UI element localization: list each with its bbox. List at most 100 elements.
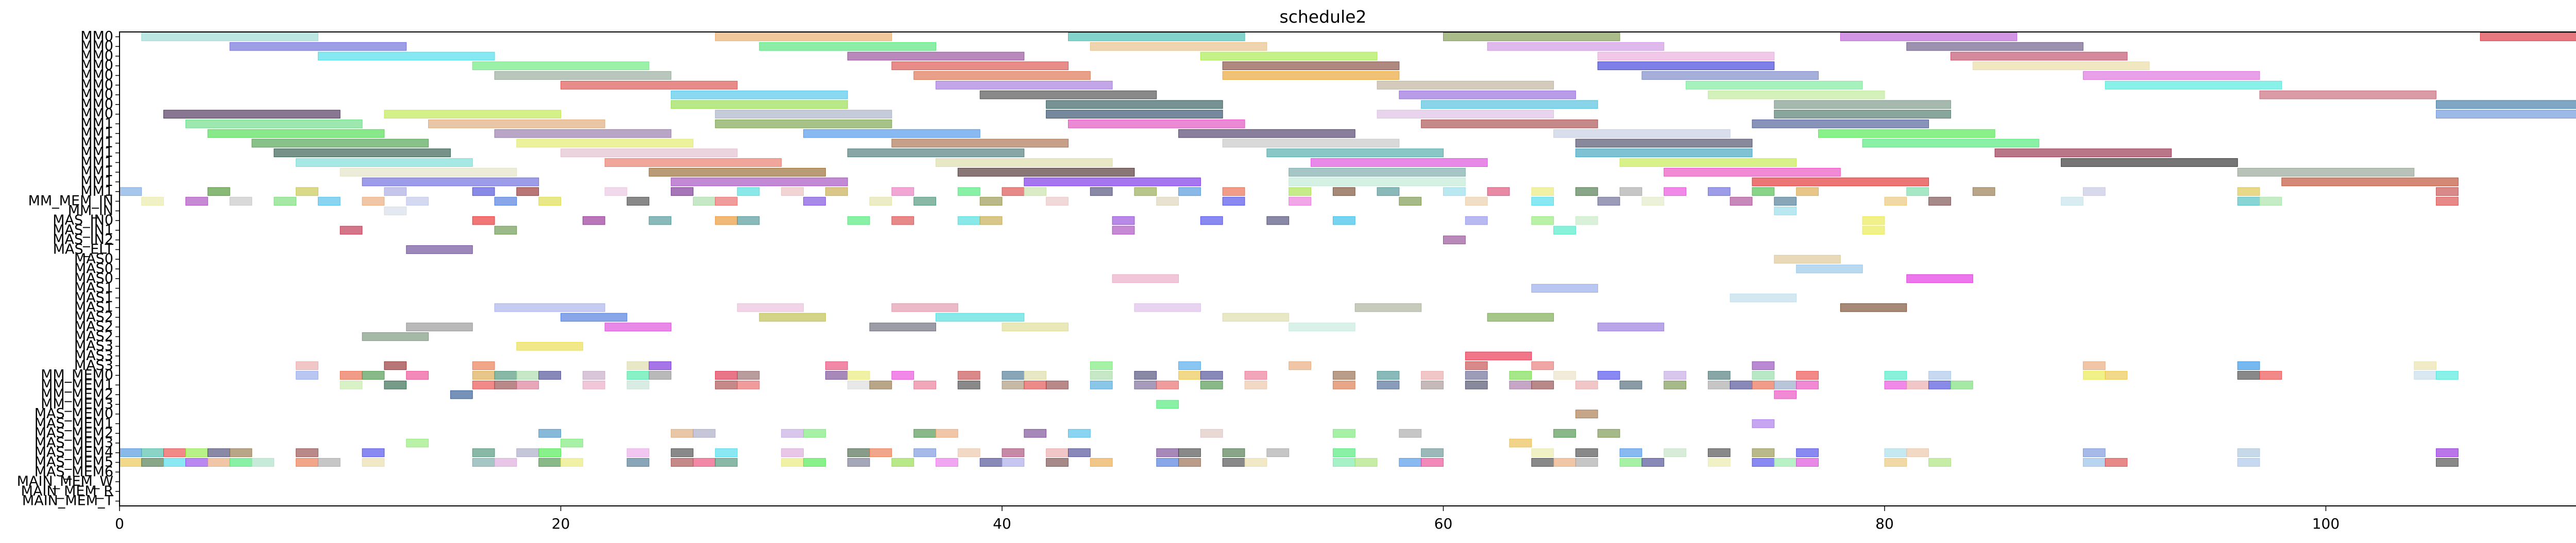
task-bar <box>913 197 936 206</box>
task-bar <box>472 361 495 370</box>
y-tick-label: MAS_IN0 <box>53 212 113 228</box>
task-bar <box>1443 32 1620 41</box>
task-bar <box>1774 380 1797 389</box>
task-bar <box>296 158 473 167</box>
task-bar <box>1796 380 1819 389</box>
task-bar <box>1575 148 1753 158</box>
task-bar <box>803 458 826 467</box>
task-bar <box>362 332 429 341</box>
task-bar <box>1575 448 1598 457</box>
y-tick-label: MM1 <box>80 145 113 161</box>
task-bar <box>1509 380 1532 389</box>
task-bar <box>759 313 826 322</box>
y-tick-label: MM_MEM1 <box>41 377 113 393</box>
task-bar <box>2105 371 2128 380</box>
task-bar <box>1972 61 2150 71</box>
task-bar <box>1487 187 1510 196</box>
task-bar <box>649 371 672 380</box>
task-bar <box>207 448 230 457</box>
task-bar <box>1156 458 1179 467</box>
task-bar <box>1928 371 1951 380</box>
task-bar <box>1289 167 1466 177</box>
task-bar <box>1707 371 1731 380</box>
task-bar <box>737 187 760 196</box>
x-tick-label: 0 <box>115 515 124 532</box>
task-bar <box>1354 303 1422 312</box>
task-bar <box>1928 197 1951 206</box>
task-bar <box>869 323 936 332</box>
task-bar <box>604 323 672 332</box>
y-tick-label: MM0 <box>80 28 113 44</box>
y-tick-label: MM1 <box>80 183 113 199</box>
task-bar <box>251 139 429 148</box>
task-bar <box>2237 448 2260 457</box>
task-bar <box>692 429 716 438</box>
task-bar <box>1244 371 1267 380</box>
task-bar <box>296 187 318 196</box>
task-bar <box>582 380 605 389</box>
task-bar <box>671 458 693 467</box>
y-axis: MM0MM0MM0MM0MM0MM0MM0MM0MM0MM1MM1MM1MM1M… <box>17 28 120 509</box>
y-tick-label: MAS_MEM1 <box>35 415 113 431</box>
task-bar <box>1465 361 1488 370</box>
y-tick-label: MM_MEM3 <box>41 396 113 412</box>
task-bar <box>715 197 738 206</box>
task-bar <box>737 303 804 312</box>
task-bar <box>1377 80 1554 90</box>
task-bar <box>2105 458 2128 467</box>
task-bar <box>1222 197 1245 206</box>
task-bar <box>1222 187 1245 196</box>
task-bar <box>1818 129 1995 138</box>
y-tick-label: MAS1 <box>74 299 113 315</box>
task-bar <box>1796 448 1819 457</box>
y-tick-label: MAIN_MEM_W <box>17 473 113 489</box>
task-bar <box>1553 371 1576 380</box>
task-bar <box>1553 429 1576 438</box>
task-bars <box>119 32 2576 467</box>
task-bar <box>604 187 628 196</box>
task-bar <box>936 313 1025 322</box>
y-tick-label: MM0 <box>80 77 113 93</box>
task-bar <box>1906 448 1929 457</box>
task-bar <box>185 197 208 206</box>
task-bar <box>362 371 385 380</box>
task-bar <box>472 371 495 380</box>
task-bar <box>1068 32 1245 41</box>
task-bar <box>185 458 208 467</box>
task-bar <box>1752 361 1775 370</box>
task-bar <box>1840 303 1907 312</box>
task-bar <box>384 187 407 196</box>
task-bar <box>472 61 650 71</box>
task-bar <box>1046 100 1223 109</box>
task-bar <box>296 458 318 467</box>
task-bar <box>406 371 429 380</box>
y-tick-label: MM1 <box>80 164 113 180</box>
task-bar <box>1884 371 1907 380</box>
task-bar <box>1134 303 1201 312</box>
task-bar <box>913 448 936 457</box>
task-bar <box>1774 254 1841 264</box>
task-bar <box>119 448 142 457</box>
y-tick-label: MAS_MEM3 <box>35 435 113 451</box>
y-tick-label: MAS1 <box>74 280 113 296</box>
task-bar <box>163 448 186 457</box>
task-bar <box>1597 371 1620 380</box>
y-tick-label: MAS_IN2 <box>53 232 113 248</box>
task-bar <box>296 371 318 380</box>
task-bar <box>803 129 980 138</box>
task-bar <box>472 216 495 225</box>
task-bar <box>516 380 539 389</box>
task-bar <box>1002 187 1025 196</box>
task-bar <box>1796 187 1819 196</box>
task-bar <box>2237 371 2260 380</box>
task-bar <box>1090 42 1267 51</box>
task-bar <box>2436 110 2576 118</box>
task-bar <box>317 52 495 61</box>
task-bar <box>1862 216 1885 225</box>
task-bar <box>1112 274 1179 283</box>
task-bar <box>847 371 870 380</box>
task-bar <box>715 120 892 128</box>
task-bar <box>2237 167 2415 177</box>
task-bar <box>1707 187 1731 196</box>
task-bar <box>1024 177 1201 186</box>
